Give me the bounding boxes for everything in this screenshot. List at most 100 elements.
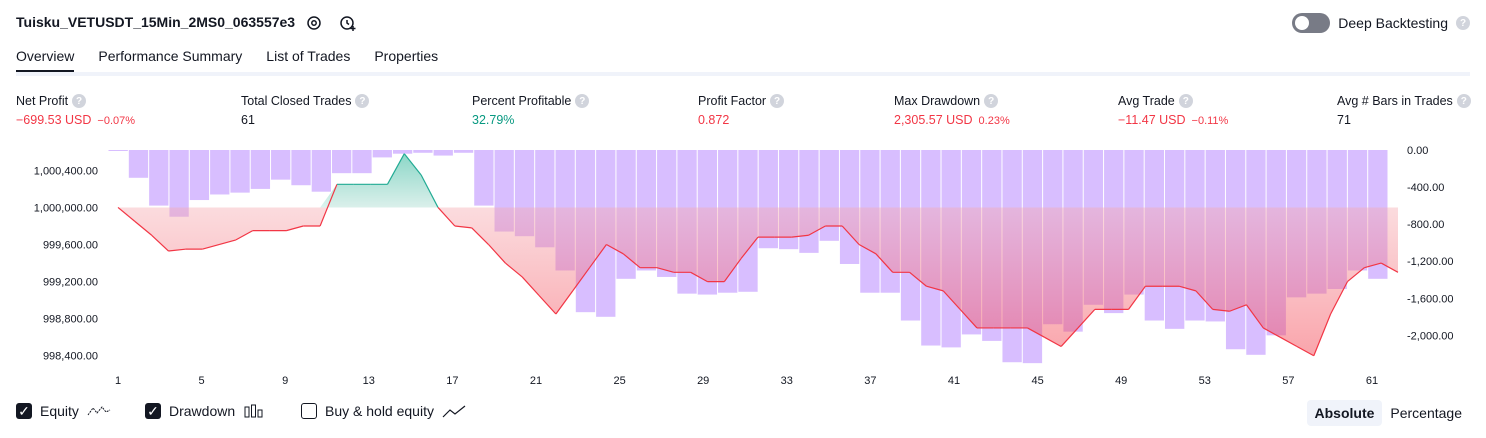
y-left-tick: 999,600.00	[43, 240, 98, 252]
x-tick: 1	[115, 375, 121, 387]
help-icon[interactable]: ?	[984, 94, 999, 108]
y-left-tick: 999,200.00	[43, 277, 98, 289]
drawdown-bar	[331, 150, 352, 174]
absolute-button[interactable]: Absolute	[1306, 400, 1383, 426]
equity-line-segment	[1195, 290, 1214, 310]
equity-line-segment	[1279, 336, 1298, 347]
toggle-switch[interactable]	[1292, 13, 1331, 33]
legend-buy-hold[interactable]: Buy & hold equity	[301, 403, 466, 419]
metric-5: Avg Trade? −11.47 USD −0.11%	[1118, 94, 1228, 127]
tab-performance-summary[interactable]: Performance Summary	[98, 48, 243, 64]
tab-overview[interactable]: Overview	[16, 48, 75, 73]
drawdown-bar	[453, 150, 474, 153]
help-icon[interactable]: ?	[575, 94, 590, 108]
equity-line-segment	[622, 253, 641, 269]
drawdown-bar	[839, 150, 860, 264]
metric-value: 2,305.57 USD	[894, 113, 973, 127]
x-tick: 5	[199, 375, 205, 387]
x-tick: 61	[1366, 375, 1378, 387]
equity-line-icon	[87, 406, 111, 416]
metric-value: 32.79%	[472, 113, 515, 127]
metric-1: Total Closed Trades? 61	[241, 94, 370, 127]
equity-line-segment	[572, 267, 591, 292]
drawdown-bar	[271, 150, 291, 180]
y-right-tick: -2,000.00	[1407, 330, 1453, 342]
equity-line-segment	[808, 225, 826, 236]
drawdown-bar	[149, 150, 169, 206]
equity-line-segment	[926, 285, 944, 292]
drawdown-bars-icon	[244, 404, 263, 418]
tabs-divider	[16, 72, 1470, 76]
equity-line-segment	[386, 153, 405, 185]
percentage-button[interactable]: Percentage	[1390, 405, 1462, 421]
metric-label: Max Drawdown	[894, 94, 981, 108]
drawdown-bar	[128, 150, 149, 178]
equity-line-segment	[454, 225, 472, 229]
buy-hold-checkbox[interactable]	[301, 403, 317, 419]
equity-line-segment	[286, 225, 304, 232]
deep-backtesting-toggle[interactable]: Deep Backtesting ?	[1292, 13, 1470, 33]
metric-label: Total Closed Trades	[241, 94, 352, 108]
help-icon[interactable]: ?	[1456, 16, 1470, 30]
x-tick: 17	[446, 375, 458, 387]
tab-list-of-trades[interactable]: List of Trades	[266, 48, 351, 64]
drawdown-checkbox[interactable]: ✓	[145, 403, 161, 419]
legend-equity[interactable]: ✓ Equity	[16, 403, 111, 419]
drawdown-bar	[250, 150, 271, 189]
drawdown-bar	[189, 150, 210, 201]
metric-3: Profit Factor? 0.872	[698, 94, 785, 127]
metric-2: Percent Profitable? 32.79%	[472, 94, 590, 127]
equity-line-segment	[1212, 308, 1230, 312]
y-left-tick: 998,800.00	[43, 314, 98, 326]
equity-line-segment	[202, 243, 220, 250]
drawdown-bar	[433, 150, 453, 156]
equity-line-segment	[235, 230, 254, 241]
add-alert-icon[interactable]	[339, 14, 357, 32]
x-tick: 49	[1115, 375, 1127, 387]
equity-line-segment	[218, 239, 237, 246]
equity-area	[118, 153, 1398, 356]
equity-line-segment	[589, 244, 607, 269]
equity-checkbox[interactable]: ✓	[16, 403, 32, 419]
metric-percent: 0.23%	[978, 115, 1010, 127]
equity-line-segment	[420, 174, 439, 208]
equity-line-segment	[471, 227, 489, 245]
equity-line-segment	[504, 262, 523, 278]
metric-label: Percent Profitable	[472, 94, 572, 108]
equity-line-segment	[740, 236, 759, 259]
equity-line-segment	[875, 253, 894, 273]
equity-line-segment	[168, 248, 186, 252]
drawdown-bar	[474, 150, 494, 206]
drawdown-bar	[413, 150, 433, 153]
settings-icon[interactable]	[305, 14, 323, 32]
equity-line-segment	[656, 267, 674, 273]
tab-bar: Overview Performance Summary List of Tra…	[16, 48, 438, 73]
tab-properties[interactable]: Properties	[374, 48, 439, 64]
x-tick: 33	[781, 375, 793, 387]
help-icon[interactable]: ?	[770, 94, 785, 108]
metric-percent: −0.07%	[97, 115, 136, 127]
legend-equity-label: Equity	[40, 403, 79, 419]
equity-line-segment	[959, 308, 978, 329]
equity-line-segment	[117, 206, 136, 222]
metric-value: 61	[241, 113, 255, 127]
help-icon[interactable]: ?	[1178, 94, 1193, 108]
equity-chart[interactable]: 1,000,400.00 1,000,000.00 999,600.00 999,20…	[0, 140, 1486, 402]
metric-label: Profit Factor	[698, 94, 767, 108]
equity-line-segment	[538, 295, 557, 315]
y-right-tick: -1,200.00	[1407, 256, 1453, 268]
metric-value: −11.47 USD	[1118, 113, 1186, 127]
help-icon[interactable]: ?	[355, 94, 370, 108]
equity-line-segment	[1313, 313, 1332, 356]
legend-drawdown[interactable]: ✓ Drawdown	[145, 403, 265, 419]
metric-4: Max Drawdown? 2,305.57 USD 0.23%	[894, 94, 1010, 127]
equity-line-segment	[1296, 345, 1315, 357]
buy-hold-line-icon	[442, 405, 466, 418]
equity-line-segment	[1077, 308, 1096, 329]
equity-line-segment	[555, 290, 574, 315]
y-right-tick: -400.00	[1407, 182, 1444, 194]
help-icon[interactable]: ?	[72, 94, 87, 108]
equity-line-segment	[1178, 285, 1197, 292]
equity-line-segment	[1128, 285, 1146, 310]
help-icon[interactable]: ?	[1456, 94, 1471, 108]
